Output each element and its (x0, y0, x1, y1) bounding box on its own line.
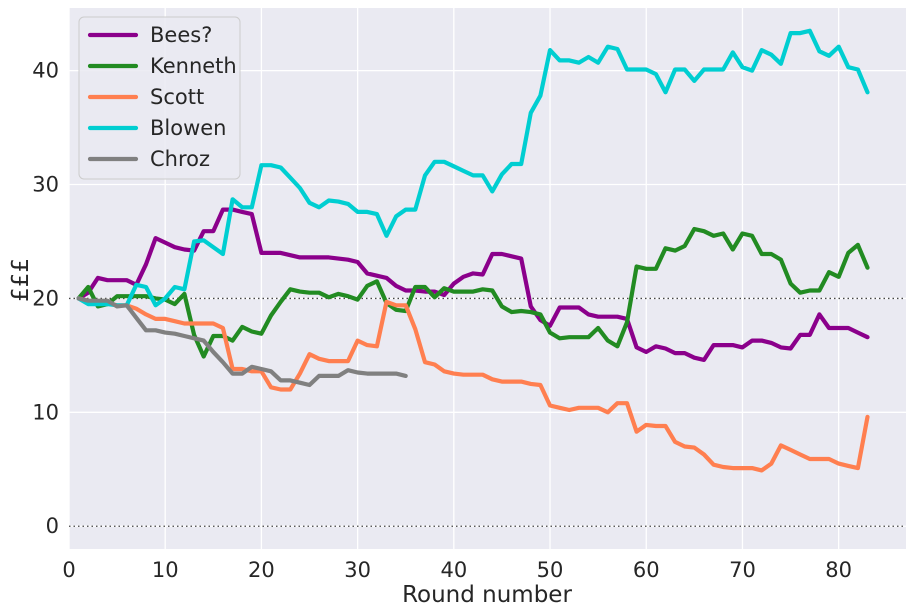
series-line-bees (76, 207, 870, 362)
legend-label: Kenneth (150, 54, 237, 78)
legend-label: Blowen (150, 116, 227, 140)
series-line-kenneth (76, 226, 870, 359)
x-axis-label: Round number (402, 582, 572, 608)
y-tick-label: 10 (32, 400, 59, 424)
series-line-scott (76, 296, 870, 473)
reference-lines (69, 297, 906, 527)
legend-label: Scott (150, 85, 204, 109)
series-lines (76, 28, 870, 473)
y-tick-label: 30 (32, 173, 59, 197)
y-tick-label: 40 (32, 59, 59, 83)
x-tick-label: 70 (729, 558, 756, 582)
legend-frame (78, 16, 241, 180)
x-tick-label: 40 (440, 558, 467, 582)
x-tick-label: 20 (248, 558, 275, 582)
x-tick-label: 50 (537, 558, 564, 582)
x-tick-label: 80 (825, 558, 852, 582)
series-line-chroz (76, 296, 408, 388)
series-line-blowen (76, 28, 870, 308)
x-tick-label: 30 (344, 558, 371, 582)
legend: Bees? Kenneth Scott Blowen Chroz (78, 16, 241, 180)
x-tick-label: 10 (152, 558, 179, 582)
x-tick-label: 60 (633, 558, 660, 582)
legend-label: Bees? (150, 23, 212, 47)
x-tick-labels: 0 10 20 30 40 50 60 70 80 (62, 558, 852, 582)
y-tick-labels: 0 10 20 30 40 (32, 59, 59, 539)
y-axis-label: £££ (8, 258, 34, 302)
y-tick-label: 0 (46, 514, 59, 538)
x-tick-label: 0 (62, 558, 75, 582)
legend-label: Chroz (150, 147, 210, 171)
y-tick-label: 20 (32, 286, 59, 310)
